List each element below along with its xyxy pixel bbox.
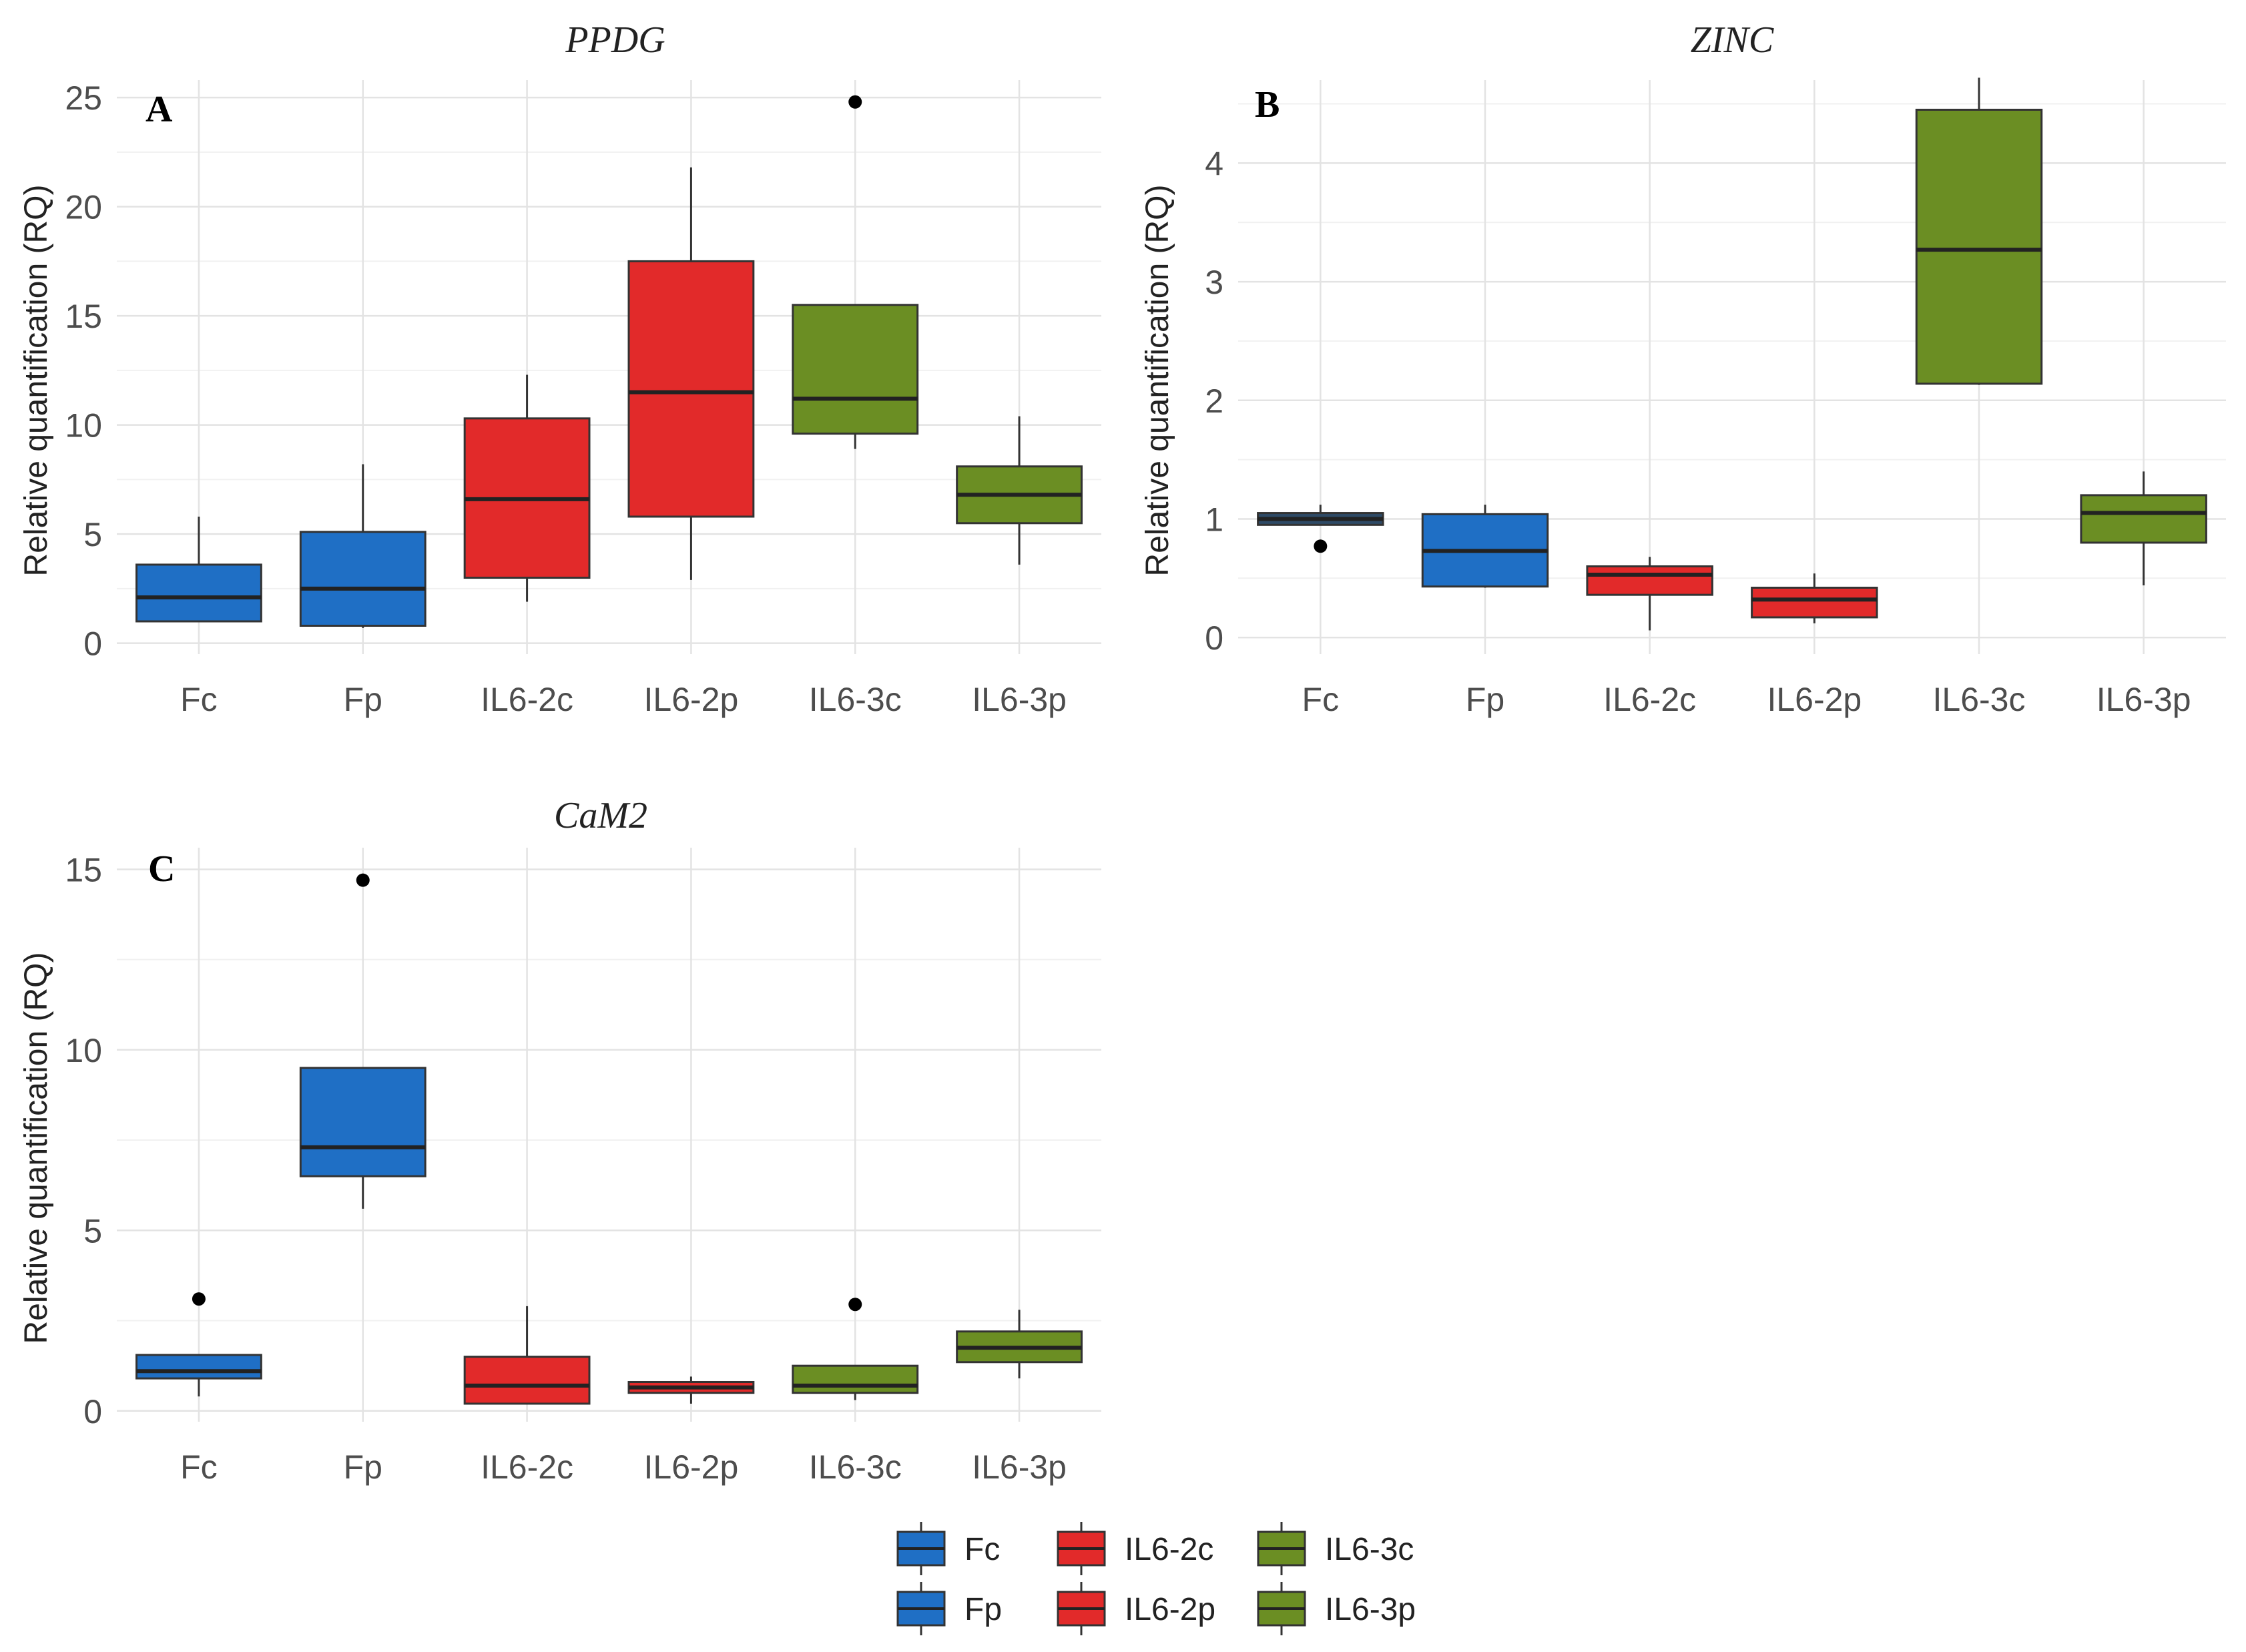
box-body [1915, 108, 2043, 385]
x-tick-label: Fc [1302, 681, 1340, 718]
box-fp [1421, 505, 1549, 588]
y-tick-label: 0 [1205, 619, 1223, 657]
y-tick-label: 2 [1205, 382, 1223, 420]
panel-title: PPDG [565, 19, 665, 61]
x-tick-label: Fc [180, 681, 218, 718]
box-body [299, 531, 427, 627]
panel-letter: A [146, 89, 173, 130]
box-body [627, 260, 755, 518]
x-tick-label: IL6-2p [1767, 681, 1862, 718]
box-fc [1257, 505, 1384, 553]
x-tick-label: IL6-2p [644, 1448, 739, 1486]
legend-item-il6-3p: IL6-3p [1257, 1582, 1416, 1635]
y-tick-label: 5 [83, 1212, 102, 1250]
y-tick-label: 10 [65, 407, 102, 445]
legend-item-il6-2c: IL6-2c [1057, 1522, 1213, 1575]
box-body [792, 304, 919, 435]
outlier-point [356, 873, 370, 887]
y-tick-label: 10 [65, 1032, 102, 1069]
box-fc [135, 1292, 262, 1397]
panel-a: 0 5 10 15 20 25 Fc Fp IL6-2c IL6-2p IL6-3c IL6-3p Re… [19, 19, 1101, 718]
outlier-point [848, 95, 862, 109]
y-axis-title: Relative quantification (RQ) [19, 185, 54, 577]
y-tick-label: 25 [65, 79, 102, 117]
box-il6-2c [1586, 557, 1713, 631]
legend-label: Fp [964, 1592, 1002, 1627]
box-body [135, 563, 262, 623]
x-tick-label: IL6-3p [972, 1448, 1067, 1486]
y-axis-title: Relative quantification (RQ) [19, 952, 54, 1344]
y-tick-label: 4 [1205, 145, 1223, 182]
box-body [792, 1364, 919, 1394]
x-tick-label: IL6-2c [1603, 681, 1696, 718]
x-tick-label: Fp [344, 1448, 382, 1486]
x-tick-label: IL6-3c [809, 681, 902, 718]
x-tick-label: Fp [344, 681, 382, 718]
legend-label: Fc [964, 1532, 1000, 1567]
y-tick-label: 15 [65, 851, 102, 888]
outlier-point [848, 1298, 862, 1312]
y-tick-label: 15 [65, 298, 102, 335]
box-il6-3p [956, 1310, 1083, 1379]
box-il6-2p [627, 1376, 755, 1404]
panel-c: 0 5 10 15 Fc Fp IL6-2c IL6-2p IL6-3c IL6-3p Relati… [19, 795, 1101, 1486]
box-body [135, 1354, 262, 1380]
legend: Fc Fp IL6-2c IL6-2p IL6-3c IL6-3p [896, 1522, 1416, 1635]
panel-title: ZINC [1691, 19, 1774, 61]
y-tick-label: 5 [83, 516, 102, 553]
x-tick-label: IL6-2p [644, 681, 739, 718]
panel-letter: C [148, 848, 175, 890]
legend-item-fp: Fp [896, 1582, 1002, 1635]
panel-b: 0 1 2 3 4 Fc Fp IL6-2c IL6-2p IL6-3c IL6-3p Relativ… [1140, 19, 2226, 718]
x-tick-label: IL6-2c [481, 681, 573, 718]
box-body [1586, 565, 1713, 596]
box-il6-2c [463, 1306, 591, 1405]
x-tick-label: IL6-3c [809, 1448, 902, 1486]
x-tick-label: IL6-3c [1933, 681, 2026, 718]
box-body [2080, 494, 2207, 544]
y-tick-label: 3 [1205, 264, 1223, 301]
panel-title: CaM2 [554, 795, 647, 836]
box-body [1751, 586, 1878, 619]
box-body [463, 1356, 591, 1405]
outlier-point [192, 1292, 206, 1306]
box-body [299, 1067, 427, 1177]
box-fp [299, 873, 427, 1209]
box-fc [135, 516, 262, 623]
y-axis-title: Relative quantification (RQ) [1140, 185, 1175, 577]
box-il6-3c [792, 1298, 919, 1400]
legend-label: IL6-3c [1325, 1532, 1414, 1567]
box-il6-3p [2080, 471, 2207, 585]
legend-label: IL6-2p [1125, 1592, 1215, 1627]
box-fp [299, 464, 427, 628]
box-il6-3c [1915, 77, 2043, 385]
outlier-point [1314, 539, 1328, 553]
box-il6-2c [463, 374, 591, 602]
box-il6-3c [792, 95, 919, 449]
legend-item-fc: Fc [896, 1522, 1000, 1575]
y-tick-label: 1 [1205, 501, 1223, 538]
legend-label: IL6-2c [1125, 1532, 1213, 1567]
y-tick-label: 0 [83, 1393, 102, 1430]
legend-item-il6-3c: IL6-3c [1257, 1522, 1414, 1575]
x-tick-label: IL6-2c [481, 1448, 573, 1486]
x-tick-label: IL6-3p [972, 681, 1067, 718]
box-il6-3p [956, 416, 1083, 565]
y-tick-label: 0 [83, 625, 102, 663]
legend-label: IL6-3p [1325, 1592, 1416, 1627]
panel-letter: B [1255, 84, 1280, 125]
x-tick-label: Fc [180, 1448, 218, 1486]
x-tick-label: IL6-3p [2096, 681, 2191, 718]
y-tick-label: 20 [65, 189, 102, 226]
x-tick-label: Fp [1466, 681, 1504, 718]
box-il6-2p [1751, 573, 1878, 623]
box-il6-2p [627, 167, 755, 580]
legend-item-il6-2p: IL6-2p [1057, 1582, 1215, 1635]
